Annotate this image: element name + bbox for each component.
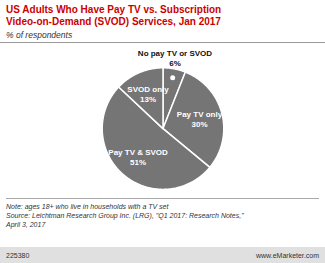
html-text:% of respondents: % of respondents <box>6 30 73 40</box>
svg-text:No pay TV or SVOD6%: No pay TV or SVOD6% <box>138 49 212 68</box>
html-text:www.eMarketer.com: www.eMarketer.com <box>256 251 319 259</box>
html-text:225380: 225380 <box>6 251 30 259</box>
html-text:Note: ages 18+ who live in hou: Note: ages 18+ who live in households wi… <box>6 203 244 228</box>
svg-text:Pay TV only30%: Pay TV only30% <box>177 110 223 129</box>
html-text:US Adults Who Have Pay TV vs.: US Adults Who Have Pay TV vs. Subscripti… <box>6 4 222 27</box>
svg-text:SVOD only13%: SVOD only13% <box>127 85 169 104</box>
svg-text:Pay TV & SVOD51%: Pay TV & SVOD51% <box>108 148 168 167</box>
